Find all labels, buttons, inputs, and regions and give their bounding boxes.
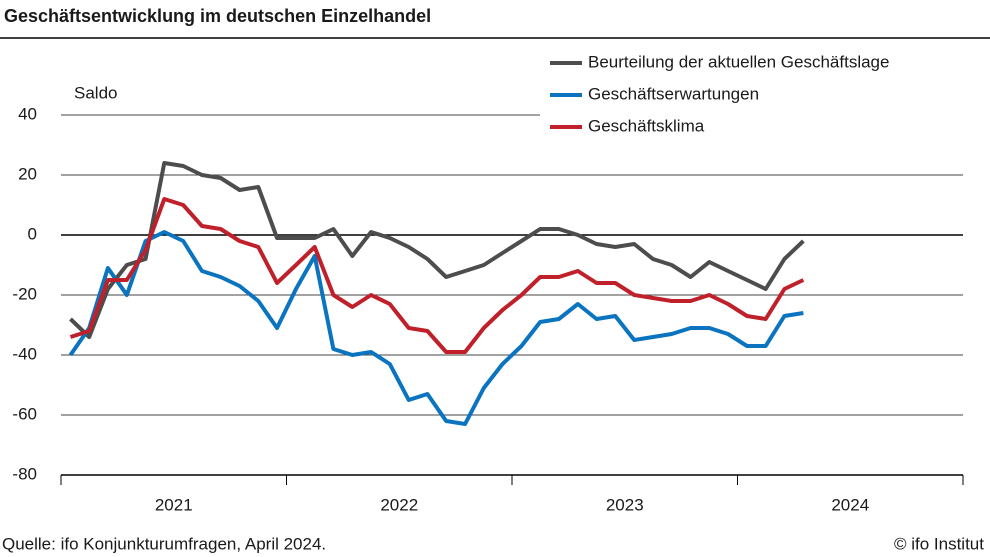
chart-title: Geschäftsentwicklung im deutschen Einzel… [4,6,431,26]
x-tick-label: 2023 [606,495,644,514]
legend-label: Geschäftsklima [588,116,705,135]
y-tick-label: -20 [12,284,37,303]
x-tick-label: 2024 [831,495,869,514]
y-tick-label: 40 [18,104,37,123]
series-line [69,161,805,339]
x-tick-label: 2022 [380,495,418,514]
y-tick-label: -80 [12,464,37,483]
legend-label: Geschäftserwartungen [588,84,759,103]
y-tick-label: 20 [18,164,37,183]
y-tick-label: 0 [28,224,37,243]
x-tick-label: 2021 [155,495,193,514]
y-tick-label: -40 [12,344,37,363]
y-tick-label: -60 [12,404,37,423]
source: Quelle: ifo Konjunkturumfragen, April 20… [2,534,326,553]
y-axis-label: Saldo [74,83,117,102]
credit: © ifo Institut [894,534,984,553]
series-line [68,230,804,426]
series-line [69,197,805,354]
legend-label: Beurteilung der aktuellen Geschäftslage [588,52,889,71]
